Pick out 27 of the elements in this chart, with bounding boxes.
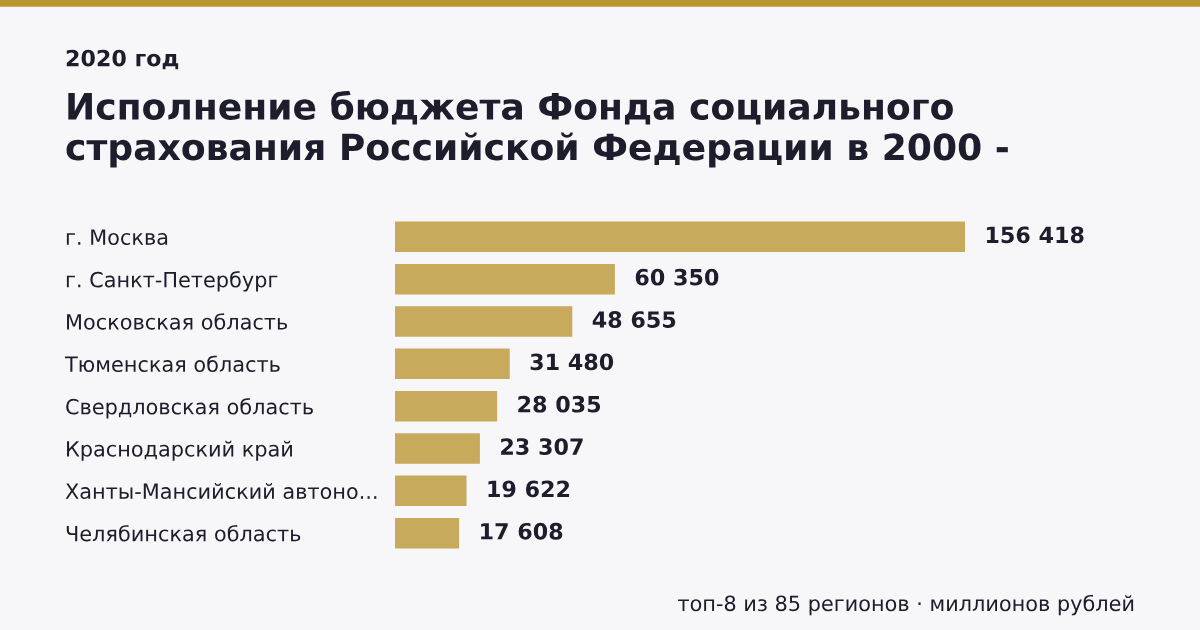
chart-title: Исполнение бюджета Фонда социального страхования Российской Федерации в 2000 - <box>66 90 1008 168</box>
y-tick-label: Свердловская область <box>66 398 313 419</box>
bar <box>395 390 498 422</box>
bar <box>395 348 510 380</box>
y-tick-label: Московская область <box>67 313 288 330</box>
y-tick-label: Ханты-Мансийский автоно... <box>65 483 377 500</box>
bar <box>395 306 573 337</box>
y-tick-label: Краснодарский край <box>67 440 292 461</box>
data-label: 23 307 <box>501 438 583 455</box>
text: 2020 год <box>66 49 179 70</box>
data-label: 60 350 <box>635 268 719 286</box>
bar <box>395 263 615 295</box>
bar <box>395 475 467 507</box>
text: топ-8 из 85 регионов · миллионов рублей <box>678 594 1134 616</box>
data-label: 48 655 <box>592 311 676 328</box>
data-label: 19 622 <box>488 480 570 498</box>
y-tick-label: г. Москва <box>66 229 168 245</box>
data-label: 31 480 <box>530 353 614 371</box>
data-label: 17 608 <box>481 522 563 540</box>
data-label: 156 418 <box>986 226 1084 244</box>
data-label: 28 035 <box>518 395 601 413</box>
bar <box>395 517 460 549</box>
y-tick-label: г. Санкт-Петербург <box>66 271 278 292</box>
y-tick-label: Челябинская область <box>66 524 301 542</box>
bar <box>395 433 480 464</box>
y-tick-label: Тюменская область <box>64 355 280 373</box>
bar <box>395 221 965 253</box>
